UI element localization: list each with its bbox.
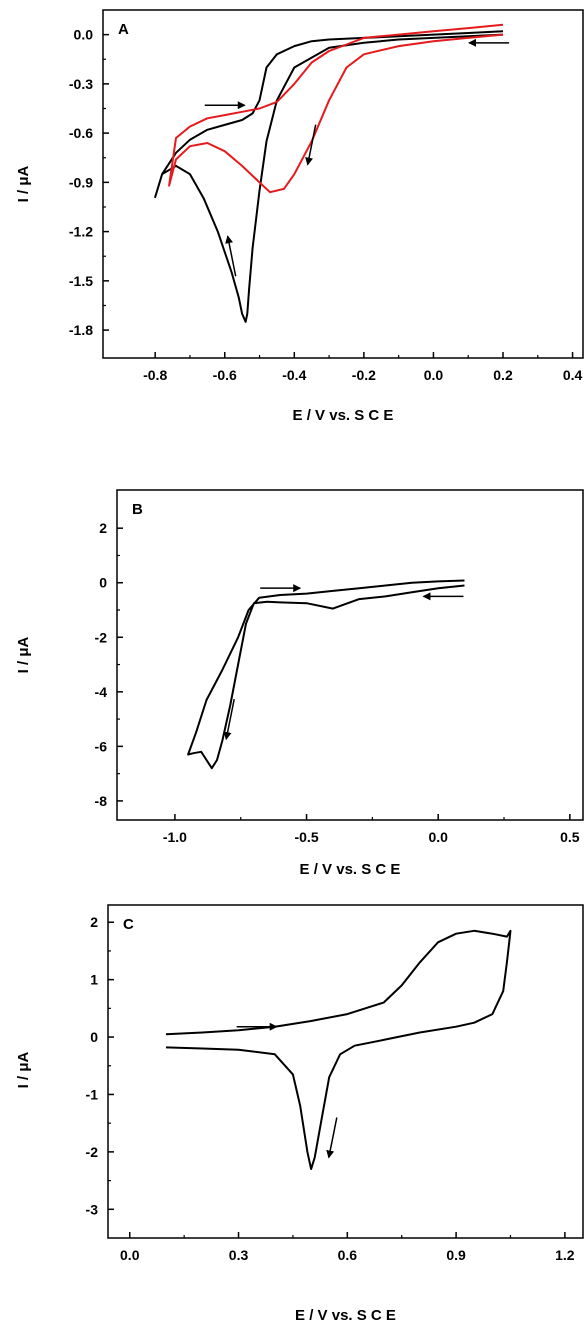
y-tick-label: -4	[95, 684, 108, 700]
y-tick-label: -2	[95, 629, 108, 645]
y-tick-label: -2	[86, 1144, 99, 1160]
scan-direction-arrow	[326, 1117, 338, 1159]
y-axis-title: I / μA	[15, 636, 32, 673]
plot-frame	[102, 9, 584, 359]
x-axis-title: E / V vs. S C E	[295, 1307, 396, 1324]
x-axis-title: E / V vs. S C E	[300, 861, 401, 878]
y-tick-label: 0	[99, 575, 107, 591]
panel-label: C	[123, 916, 134, 933]
series-line-1	[187, 579, 465, 770]
plot-frame	[116, 489, 584, 821]
y-tick-label: -3	[86, 1201, 99, 1217]
x-tick-label: 1.2	[555, 1247, 575, 1263]
x-tick-label: 0.6	[338, 1247, 358, 1263]
y-tick-label: -6	[95, 738, 108, 754]
x-tick-label: -0.2	[352, 367, 376, 383]
y-tick-label: -0.3	[69, 76, 93, 92]
y-tick-label: 1	[90, 972, 98, 988]
scan-direction-arrow	[225, 235, 237, 277]
x-tick-label: 0.2	[493, 367, 513, 383]
y-tick-label: 0	[90, 1029, 98, 1045]
x-tick-label: -0.8	[143, 367, 167, 383]
x-tick-label: -0.5	[294, 829, 318, 845]
x-tick-label: -0.4	[282, 367, 306, 383]
panel-label: A	[118, 21, 129, 38]
scan-direction-arrow	[223, 698, 235, 741]
x-tick-label: 0.5	[560, 829, 580, 845]
scan-direction-arrow	[305, 124, 317, 166]
x-tick-label: 0.3	[229, 1247, 249, 1263]
x-tick-label: 0.0	[428, 829, 448, 845]
x-tick-label: 0.0	[424, 367, 444, 383]
x-tick-label: 0.9	[446, 1247, 466, 1263]
x-tick-label: 0.4	[563, 367, 583, 383]
y-tick-label: -1.8	[69, 322, 93, 338]
y-tick-label: -0.9	[69, 174, 93, 190]
y-tick-label: 0.0	[74, 27, 94, 43]
chart-panel-a: -0.8 -0.6 -0.4 -0.2 0.0 0.2 0.4 0.0 -0.3 -0.6 -0.9…	[15, 9, 584, 424]
y-tick-label: -1	[86, 1086, 99, 1102]
y-tick-label: -8	[95, 793, 108, 809]
x-tick-label: -1.0	[163, 829, 187, 845]
series-line-2	[168, 23, 504, 194]
y-tick-label: -0.6	[69, 125, 93, 141]
chart-panel-c: 0.0 0.3 0.6 0.9 1.2 2 1 0 -1 -2 -3 E / V vs. S C E I…	[15, 904, 584, 1324]
y-tick-label: -1.5	[69, 273, 93, 289]
y-axis-title: I / μA	[15, 165, 32, 202]
plot-frame	[107, 904, 584, 1239]
series-line-1	[165, 929, 512, 1171]
series-line-1	[154, 30, 504, 323]
y-axis-title: I / μA	[15, 1051, 32, 1088]
x-tick-label: -0.6	[213, 367, 237, 383]
panel-label: B	[132, 501, 143, 518]
y-tick-label: -1.2	[69, 224, 93, 240]
y-tick-label: 2	[99, 520, 107, 536]
chart-panel-b: -1.0 -0.5 0.0 0.5 2 0 -2 -4 -6 -8 E / V vs. S C E I…	[15, 489, 584, 878]
x-axis-title: E / V vs. S C E	[293, 407, 394, 424]
x-tick-label: 0.0	[120, 1247, 140, 1263]
y-tick-label: 2	[90, 914, 98, 930]
